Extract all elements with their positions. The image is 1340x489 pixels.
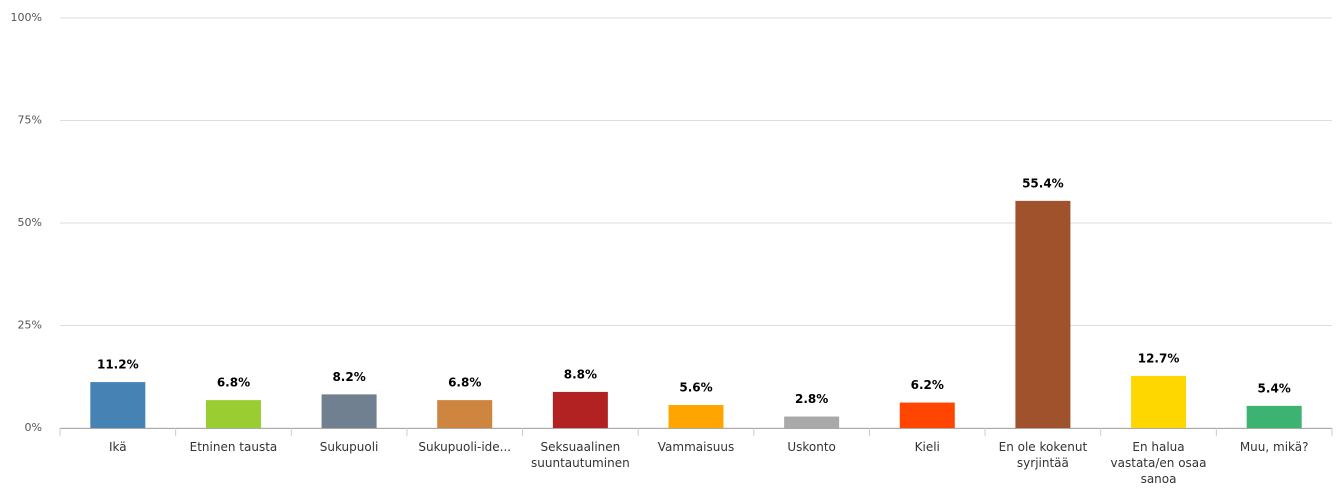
x-tick-label: Vammaisuus [657,440,735,454]
value-label: 6.8% [217,376,250,390]
bar [1015,200,1071,428]
bar [321,394,377,428]
value-label: 12.7% [1138,351,1180,365]
value-label: 11.2% [97,358,139,372]
x-tick-label: Uskonto [787,440,836,454]
bar [784,416,840,428]
value-label: 2.8% [795,392,828,406]
bar [668,405,724,428]
x-tick-label: Kieli [914,440,940,454]
bar [437,400,493,428]
x-tick-label: Muu, mikä? [1239,440,1309,454]
y-tick-label: 25% [18,319,42,332]
value-label: 6.2% [911,378,944,392]
bar [90,382,146,428]
value-label: 5.6% [679,381,712,395]
value-label: 8.2% [332,370,365,384]
y-tick-label: 75% [18,114,42,127]
value-label: 6.8% [448,376,481,390]
bar [552,391,608,428]
x-tick-label: Etninen tausta [189,440,278,454]
x-tick-label: Seksuaalinen suuntautuminen [531,440,630,470]
x-tick-label: Sukupuoli-ide... [418,440,512,454]
x-tick-label: En ole kokenut syrjintää [998,440,1088,470]
value-label: 55.4% [1022,176,1064,190]
bar [1246,405,1302,428]
x-tick-label: Ikä [108,440,127,454]
bar [1131,375,1187,428]
y-tick-label: 100% [11,11,42,24]
y-tick-label: 50% [18,216,42,229]
x-tick-label: Sukupuoli [319,440,379,454]
x-tick-label: En halua vastata/en osaa sanoa [1110,440,1207,486]
y-tick-label: 0% [25,421,42,434]
bar [899,402,955,428]
value-label: 8.8% [564,367,597,381]
value-label: 5.4% [1258,381,1291,395]
bar [205,400,261,428]
